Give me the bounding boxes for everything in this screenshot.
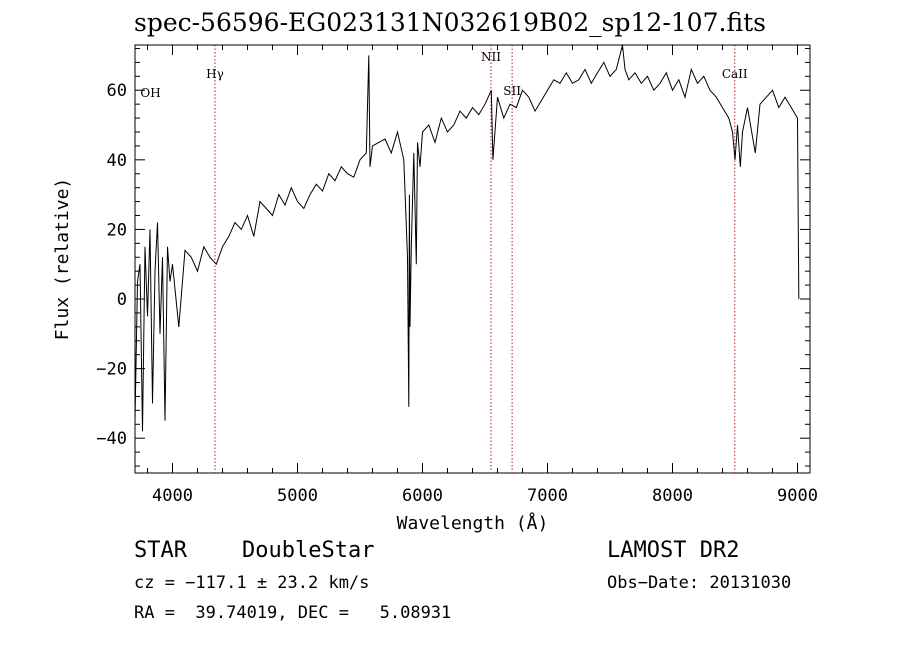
y-tick-label: 0 xyxy=(117,290,127,310)
x-tick-label: 6000 xyxy=(402,486,443,506)
object-subclass: DoubleStar xyxy=(242,538,375,563)
x-tick-label: 9000 xyxy=(777,486,818,506)
x-axis-label: Wavelength (Å) xyxy=(397,512,549,534)
x-tick-label: 8000 xyxy=(652,486,693,506)
y-tick-label: 40 xyxy=(107,151,127,171)
spectral-line-label: NII xyxy=(481,50,501,64)
y-tick-label: 60 xyxy=(107,81,127,101)
coordinates: RA = 39.74019, DEC = 5.08931 xyxy=(134,603,452,623)
x-tick-label: 7000 xyxy=(527,486,568,506)
y-tick-label: −20 xyxy=(96,360,127,380)
x-tick-label: 5000 xyxy=(277,486,318,506)
spectral-line-label: OH xyxy=(140,86,160,100)
spectral-line-label: Hγ xyxy=(206,67,224,81)
spectral-line-label: CaII xyxy=(722,67,748,81)
chart-title: spec-56596-EG023131N032619B02_sp12-107.f… xyxy=(133,8,766,37)
y-tick-label: −40 xyxy=(96,429,127,449)
x-tick-label: 4000 xyxy=(152,486,193,506)
redshift-cz: cz = −117.1 ± 23.2 km/s xyxy=(134,573,370,593)
spectral-line-label: SII xyxy=(503,84,521,98)
object-class: STAR xyxy=(134,538,187,563)
plot-frame xyxy=(134,44,811,474)
survey-name: LAMOST DR2 xyxy=(607,538,740,563)
observation-date: Obs−Date: 20131030 xyxy=(607,573,792,593)
y-axis-label: Flux (relative) xyxy=(52,178,73,341)
y-tick-label: 20 xyxy=(107,220,127,240)
spectrum-line xyxy=(134,44,800,432)
